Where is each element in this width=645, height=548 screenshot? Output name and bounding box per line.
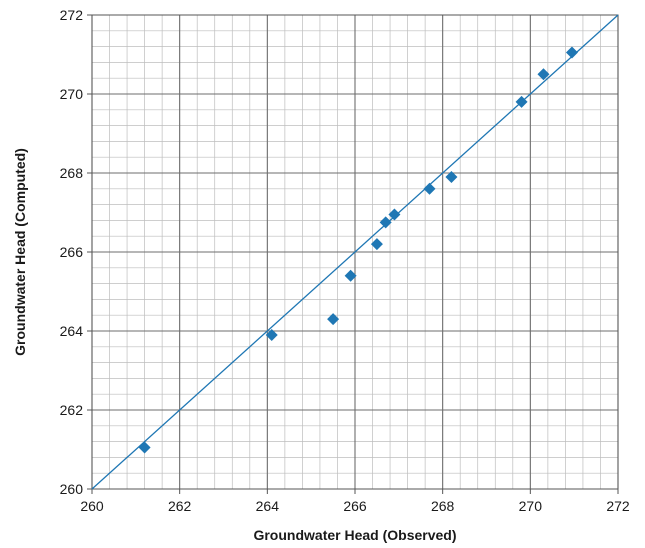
x-tick-label: 264 — [256, 498, 280, 514]
plot-border — [91, 14, 619, 490]
y-tick-label: 266 — [60, 244, 84, 260]
y-tick-label: 262 — [60, 402, 84, 418]
data-point-diamond — [344, 269, 357, 282]
data-points — [138, 46, 578, 454]
data-point-diamond — [370, 238, 383, 251]
x-tick-label: 266 — [343, 498, 367, 514]
y-tick-label: 264 — [60, 323, 84, 339]
x-tick-labels: 260 262 264 266 268 270 272 — [80, 498, 630, 514]
y-tick-labels: 260 262 264 266 268 270 272 — [60, 7, 84, 497]
y-tick-label: 272 — [60, 7, 84, 23]
y-tick-label: 260 — [60, 481, 84, 497]
data-point-diamond — [565, 46, 578, 59]
one-to-one-line — [91, 14, 619, 490]
x-axis-title: Groundwater Head (Observed) — [253, 527, 456, 543]
y-axis-title: Groundwater Head (Computed) — [12, 148, 28, 356]
y-tick-label: 270 — [60, 86, 84, 102]
data-point-diamond — [138, 441, 151, 454]
data-point-diamond — [423, 182, 436, 195]
data-point-diamond — [265, 328, 278, 341]
x-tick-label: 272 — [606, 498, 630, 514]
data-point-diamond — [515, 95, 528, 108]
x-tick-label: 260 — [80, 498, 104, 514]
data-point-diamond — [537, 68, 550, 81]
data-point-diamond — [445, 170, 458, 183]
data-point-diamond — [379, 216, 392, 229]
x-tick-label: 268 — [431, 498, 455, 514]
data-point-diamond — [388, 208, 401, 221]
y-tick-label: 268 — [60, 165, 84, 181]
x-tick-label: 262 — [168, 498, 192, 514]
data-point-diamond — [327, 313, 340, 326]
x-tick-label: 270 — [519, 498, 543, 514]
